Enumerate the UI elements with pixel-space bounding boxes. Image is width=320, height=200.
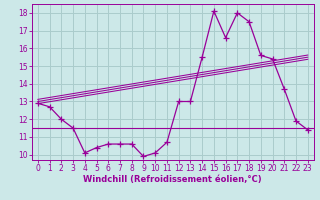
X-axis label: Windchill (Refroidissement éolien,°C): Windchill (Refroidissement éolien,°C) bbox=[84, 175, 262, 184]
